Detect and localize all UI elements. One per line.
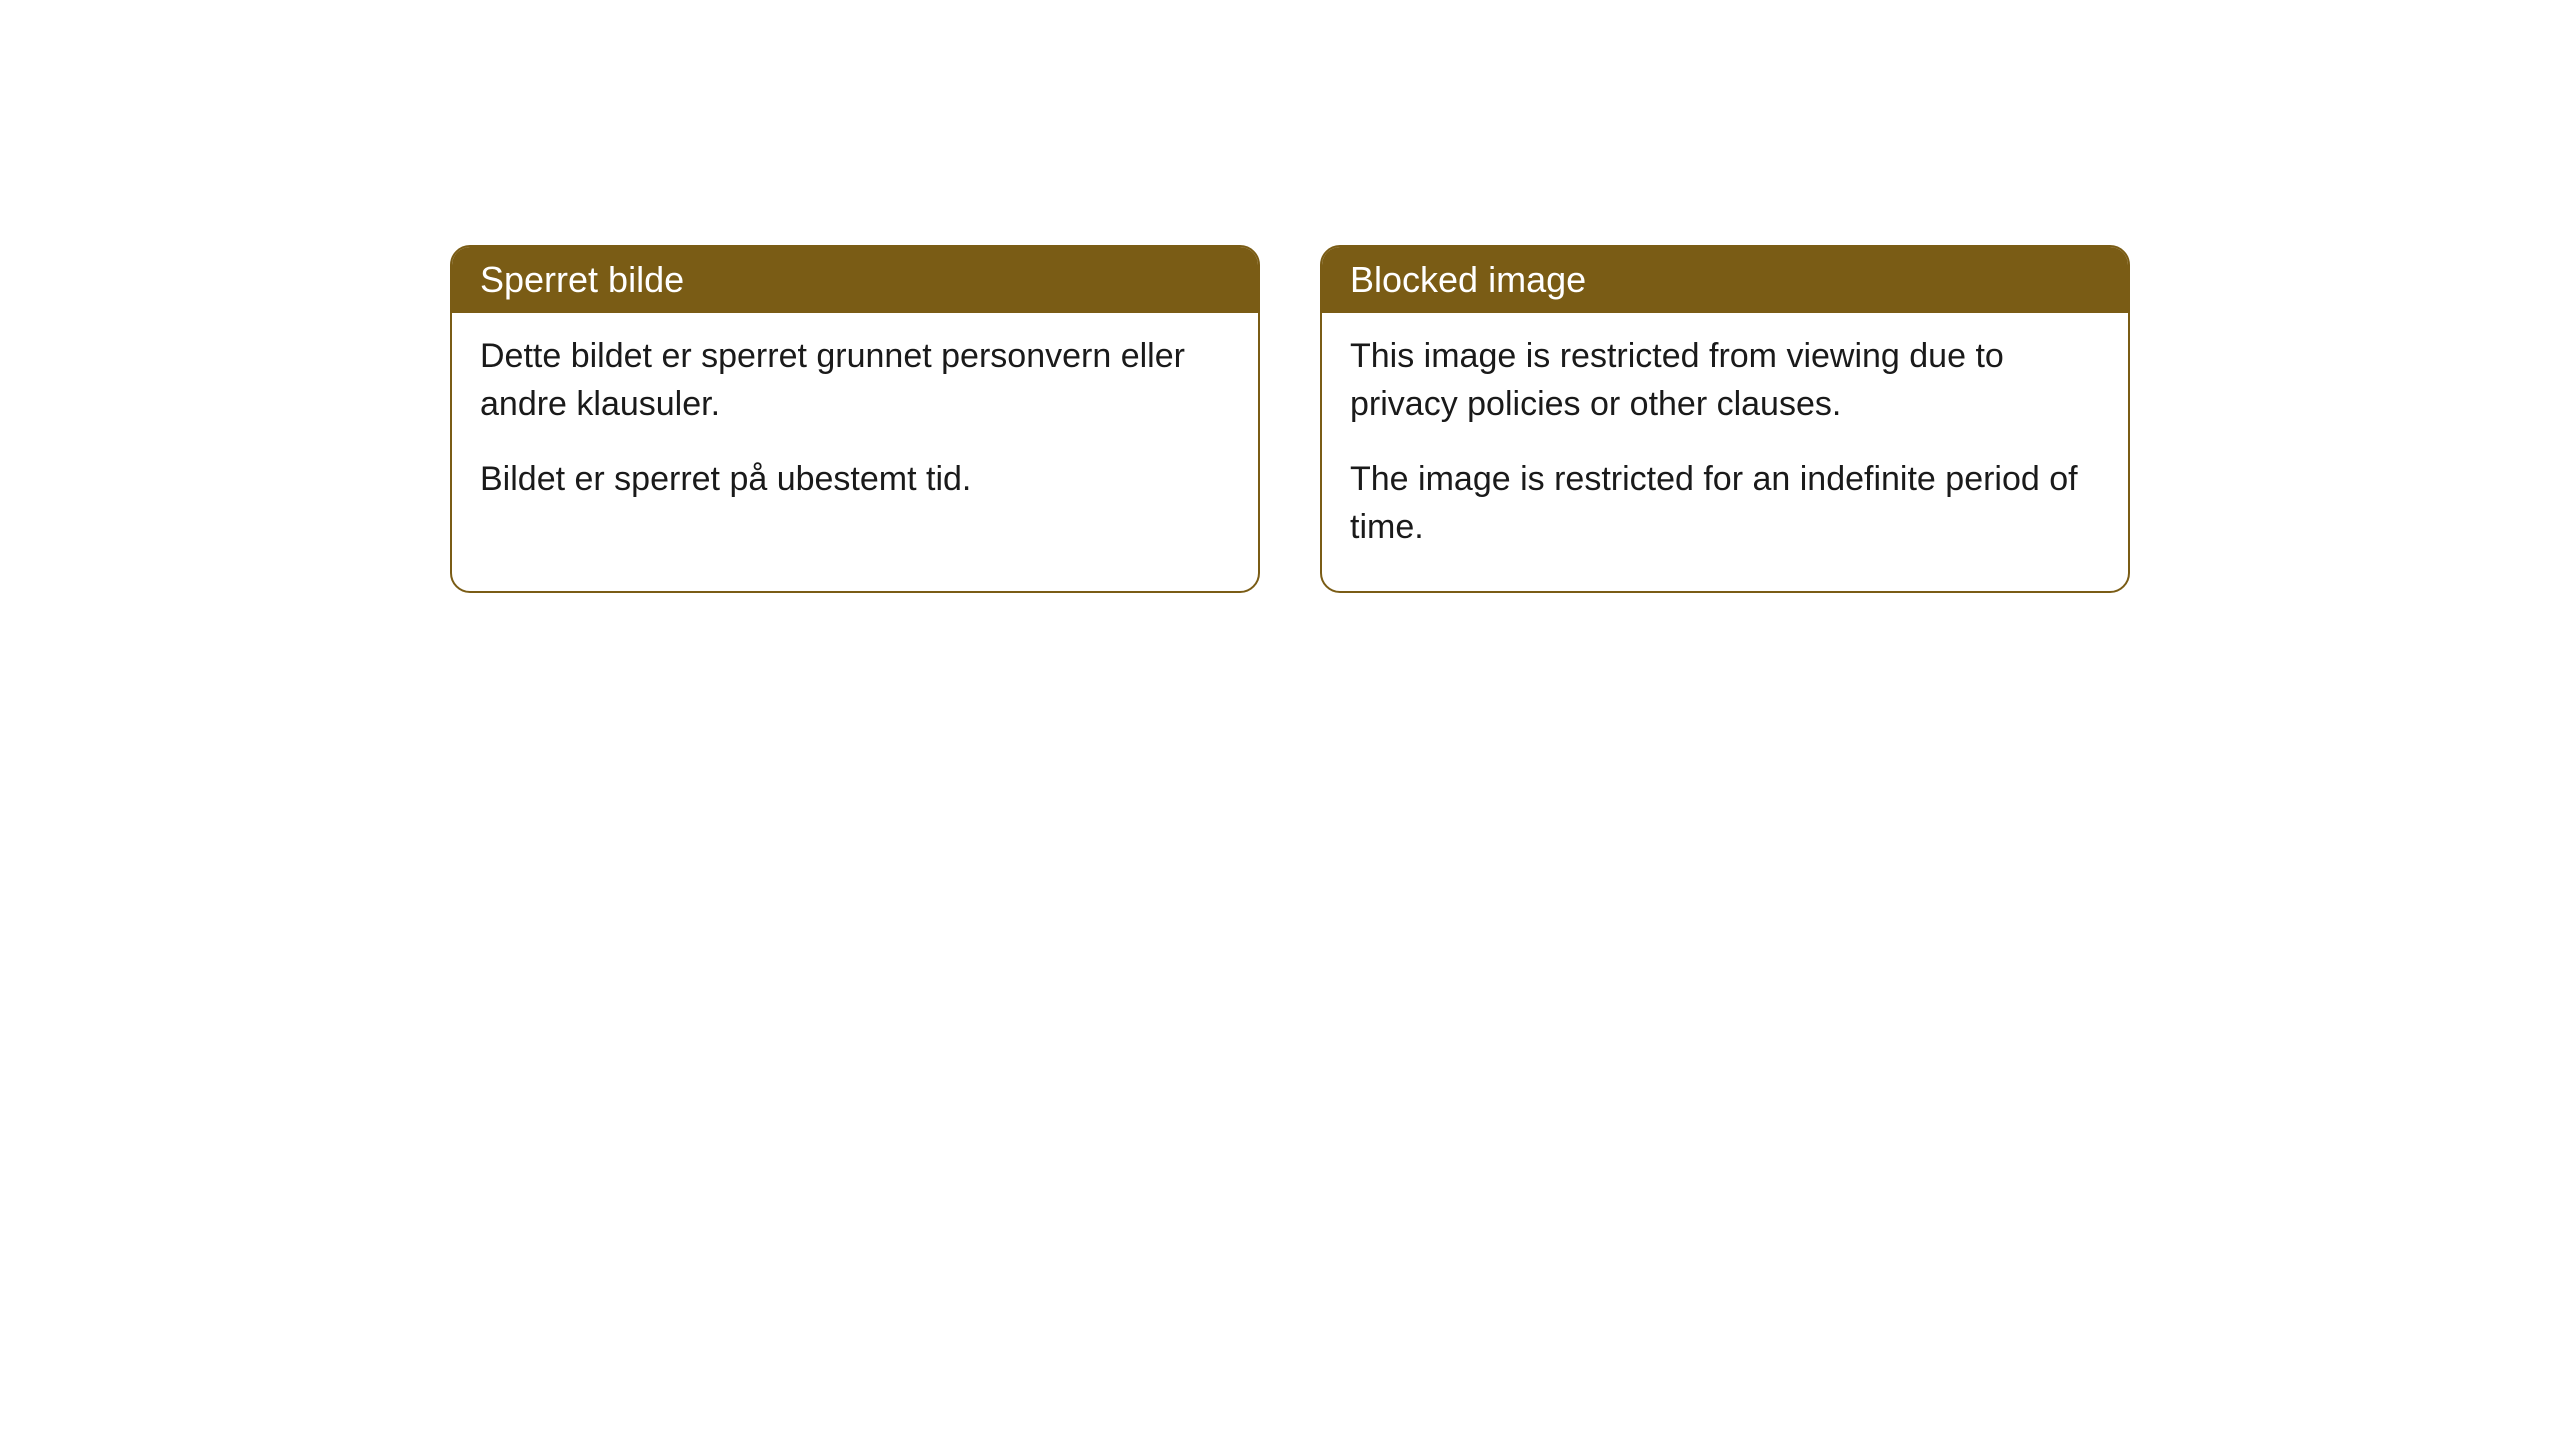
card-title: Blocked image xyxy=(1350,259,1586,300)
card-title: Sperret bilde xyxy=(480,259,684,300)
card-body: This image is restricted from viewing du… xyxy=(1322,313,2128,591)
card-header: Blocked image xyxy=(1322,247,2128,313)
card-header: Sperret bilde xyxy=(452,247,1258,313)
card-body: Dette bildet er sperret grunnet personve… xyxy=(452,313,1258,544)
card-paragraph: The image is restricted for an indefinit… xyxy=(1350,456,2100,551)
blocked-image-card-norwegian: Sperret bilde Dette bildet er sperret gr… xyxy=(450,245,1260,593)
blocked-image-card-english: Blocked image This image is restricted f… xyxy=(1320,245,2130,593)
card-paragraph: Bildet er sperret på ubestemt tid. xyxy=(480,456,1230,504)
cards-container: Sperret bilde Dette bildet er sperret gr… xyxy=(450,245,2130,593)
card-paragraph: This image is restricted from viewing du… xyxy=(1350,333,2100,428)
card-paragraph: Dette bildet er sperret grunnet personve… xyxy=(480,333,1230,428)
